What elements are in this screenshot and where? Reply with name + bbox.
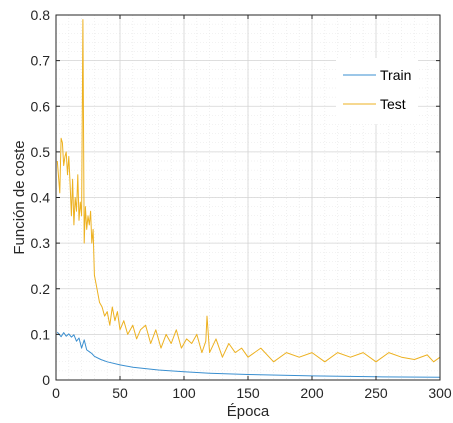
y-tick-label: 0.2 [31, 281, 51, 297]
y-tick-label: 0 [42, 372, 50, 388]
series-layer [56, 19, 441, 378]
x-tick-label: 50 [112, 385, 128, 401]
series-line-train [56, 331, 441, 378]
x-axis-label: Época [227, 403, 270, 420]
y-axis-label: Función de coste [11, 140, 28, 254]
legend-box [336, 58, 418, 124]
x-tick-label: 250 [364, 385, 388, 401]
x-tick-label: 0 [52, 385, 60, 401]
x-tick-label: 300 [428, 385, 452, 401]
series-line-test [56, 19, 441, 363]
x-tick-label: 150 [236, 385, 260, 401]
axis-ticks: 0 50 100 150 200 250 300 0 0.1 0.2 0.3 0.4 0.5 0.6 0.7… [31, 7, 452, 401]
y-tick-label: 0.6 [31, 98, 51, 114]
legend-label-train: Train [380, 67, 411, 83]
x-tick-label: 200 [300, 385, 324, 401]
y-tick-label: 0.1 [31, 326, 51, 342]
x-tick-label: 100 [172, 385, 196, 401]
y-tick-label: 0.7 [31, 53, 51, 69]
y-tick-label: 0.8 [31, 7, 51, 23]
y-tick-label: 0.5 [31, 144, 51, 160]
legend: Train Test [336, 58, 418, 124]
y-tick-label: 0.4 [31, 190, 51, 206]
legend-label-test: Test [380, 96, 406, 112]
y-tick-label: 0.3 [31, 235, 51, 251]
